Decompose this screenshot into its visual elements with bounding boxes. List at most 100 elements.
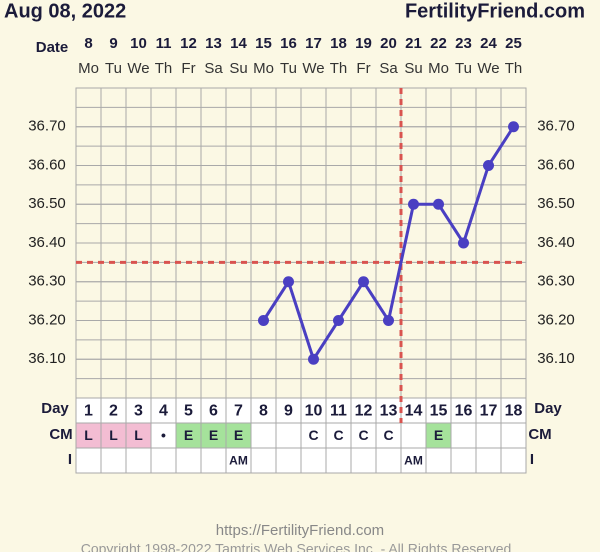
intercourse-value: AM — [229, 454, 248, 468]
site-name[interactable]: FertilityFriend.com — [405, 0, 585, 22]
weekday: We — [302, 60, 324, 77]
cm-value: L — [84, 427, 93, 443]
cm-cell — [176, 423, 201, 448]
cm-cell — [201, 423, 226, 448]
weekday: Mo — [428, 60, 449, 77]
day-number: 2 — [109, 403, 118, 420]
cm-value: E — [184, 427, 193, 443]
date-number: 14 — [230, 35, 247, 52]
cm-value: C — [308, 427, 318, 443]
weekday: We — [477, 60, 499, 77]
date-label: Date — [36, 39, 69, 56]
y-tick-label-right: 36.20 — [537, 311, 575, 328]
cm-value: L — [109, 427, 118, 443]
intercourse-label: I — [68, 451, 72, 468]
date-number: 10 — [130, 35, 147, 52]
date-number: 16 — [280, 35, 297, 52]
temperature-point — [333, 315, 344, 326]
day-number: 13 — [380, 403, 398, 420]
y-tick-label-right: 36.60 — [537, 156, 575, 173]
cm-cell — [76, 423, 101, 448]
temperature-point — [308, 353, 319, 365]
y-tick-label: 36.40 — [28, 234, 66, 251]
weekday: Fr — [181, 60, 195, 77]
cell — [301, 398, 326, 473]
weekday: Sa — [379, 60, 398, 77]
weekday: Sa — [204, 60, 223, 77]
intercourse-value: AM — [404, 454, 423, 468]
weekday: Th — [505, 60, 523, 77]
cm-cell — [426, 423, 451, 448]
cell — [251, 398, 276, 473]
temperature-point — [358, 276, 369, 288]
date-number: 11 — [156, 35, 172, 52]
chart-date: Aug 08, 2022 — [4, 0, 126, 22]
day-number: 9 — [284, 403, 293, 420]
temperature-point — [408, 198, 419, 210]
cell — [501, 398, 526, 473]
date-number: 9 — [109, 35, 117, 52]
temperature-point — [483, 160, 494, 171]
day-number: 10 — [305, 403, 323, 420]
temperature-point — [508, 121, 519, 133]
cm-value: E — [234, 427, 243, 443]
y-tick-label: 36.20 — [28, 311, 66, 328]
cell — [451, 398, 476, 473]
day-number: 6 — [209, 403, 218, 420]
footer-url[interactable]: https://FertilityFriend.com — [216, 522, 384, 539]
cm-label: CM — [49, 426, 72, 443]
y-tick-label-right: 36.40 — [537, 234, 575, 251]
date-number: 12 — [180, 35, 197, 52]
y-tick-label: 36.60 — [28, 156, 66, 173]
cell — [151, 398, 176, 473]
weekday: Tu — [280, 60, 297, 77]
date-number: 24 — [480, 35, 497, 52]
cell — [276, 398, 301, 473]
y-tick-label: 36.30 — [28, 273, 66, 290]
date-number: 19 — [355, 35, 372, 52]
date-number: 13 — [205, 35, 222, 52]
day-number: 15 — [430, 403, 448, 420]
cm-value: • — [161, 427, 166, 443]
weekday: Th — [330, 60, 348, 77]
weekday: Mo — [78, 60, 99, 77]
temperature-point — [383, 315, 394, 326]
temperature-point — [283, 276, 294, 288]
cell — [401, 398, 426, 473]
cm-cell — [101, 423, 126, 448]
date-number: 8 — [84, 35, 92, 52]
weekday: Mo — [253, 60, 274, 77]
weekday: Fr — [356, 60, 370, 77]
y-tick-label-right: 36.70 — [537, 118, 575, 135]
intercourse-label: I — [530, 451, 534, 468]
day-label: Day — [41, 400, 69, 417]
plot-border — [75, 87, 527, 474]
date-number: 22 — [430, 35, 447, 52]
weekday: Su — [229, 60, 247, 77]
date-number: 17 — [305, 35, 322, 52]
date-number: 25 — [505, 35, 522, 52]
cm-value: L — [134, 427, 143, 443]
temperature-point — [458, 237, 469, 249]
cm-cell — [126, 423, 151, 448]
y-tick-label: 36.50 — [28, 195, 66, 212]
cell — [376, 398, 401, 473]
day-number: 1 — [84, 403, 93, 420]
day-number: 5 — [184, 403, 193, 420]
y-tick-label: 36.10 — [28, 350, 66, 367]
weekday: We — [127, 60, 149, 77]
day-number: 4 — [159, 403, 168, 420]
date-number: 23 — [455, 35, 472, 52]
day-number: 8 — [259, 403, 268, 420]
day-number: 16 — [455, 403, 473, 420]
weekday: Th — [155, 60, 173, 77]
y-tick-label-right: 36.50 — [537, 195, 575, 212]
date-number: 20 — [380, 35, 397, 52]
y-tick-label-right: 36.30 — [537, 273, 575, 290]
y-tick-label-right: 36.10 — [537, 350, 575, 367]
cm-label: CM — [528, 426, 551, 443]
cm-cell — [226, 423, 251, 448]
weekday: Su — [404, 60, 422, 77]
day-number: 14 — [405, 403, 423, 420]
